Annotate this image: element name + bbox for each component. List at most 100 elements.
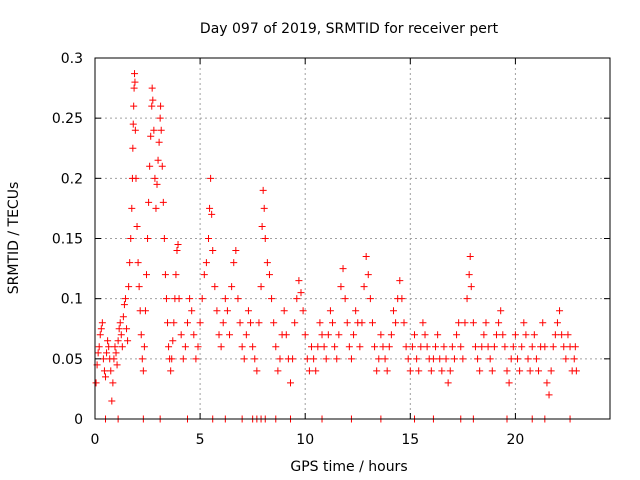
data-point (427, 367, 435, 375)
data-point (301, 331, 309, 339)
data-point (132, 174, 140, 182)
data-point (123, 325, 131, 333)
data-point (134, 259, 142, 267)
data-point (130, 102, 138, 110)
data-point (103, 349, 111, 357)
data-point (404, 355, 412, 363)
data-point (316, 319, 324, 327)
data-point (400, 319, 408, 327)
data-points (92, 70, 580, 423)
data-point (253, 367, 261, 375)
data-point (221, 295, 229, 303)
data-point (333, 355, 341, 363)
data-point (324, 331, 332, 339)
data-point (150, 126, 158, 134)
data-point (165, 343, 173, 351)
data-point (249, 343, 257, 351)
data-point (146, 162, 154, 170)
data-point (125, 283, 133, 291)
data-point (476, 367, 484, 375)
data-point (356, 343, 364, 351)
data-point (175, 295, 183, 303)
data-point (170, 319, 178, 327)
data-point (258, 222, 266, 230)
data-point (560, 343, 568, 351)
data-point (528, 343, 536, 351)
data-point (474, 355, 482, 363)
data-point (174, 241, 182, 249)
data-point (335, 331, 343, 339)
data-point (131, 78, 139, 86)
data-point (535, 367, 543, 375)
data-point (127, 235, 135, 242)
data-point (337, 283, 345, 291)
data-point (469, 319, 477, 327)
data-point (232, 247, 240, 255)
data-point (459, 355, 467, 363)
data-point (158, 162, 166, 170)
data-point (160, 235, 168, 242)
data-point (113, 361, 121, 369)
data-point (329, 319, 337, 327)
data-point (389, 307, 397, 315)
data-point (318, 331, 326, 339)
data-point (217, 343, 225, 351)
data-point (156, 114, 164, 122)
data-point (379, 343, 387, 351)
data-point (261, 235, 269, 242)
data-point (297, 289, 305, 297)
data-point (466, 253, 474, 261)
data-point (263, 259, 271, 267)
data-point (226, 331, 234, 339)
data-point (105, 343, 113, 351)
data-point (205, 235, 213, 242)
y-tick-label: 0.05 (52, 352, 83, 368)
data-point (240, 355, 248, 363)
data-point (308, 343, 316, 351)
data-point (406, 367, 414, 375)
data-point (286, 379, 294, 387)
data-point (186, 295, 194, 303)
data-point (198, 295, 206, 303)
data-point (247, 319, 255, 327)
data-point (117, 331, 125, 339)
data-point (207, 174, 215, 182)
data-point (488, 367, 496, 375)
data-point (467, 283, 475, 291)
data-point (371, 343, 379, 351)
data-point (312, 367, 320, 375)
data-point (130, 84, 138, 92)
data-point (432, 343, 440, 351)
data-point (133, 222, 141, 230)
data-point (522, 331, 530, 339)
data-point (138, 355, 146, 363)
data-point (520, 319, 528, 327)
x-axis-label: GPS time / hours (290, 459, 407, 475)
data-point (94, 349, 102, 357)
data-point (238, 343, 246, 351)
data-point (137, 331, 145, 339)
data-point (108, 397, 116, 405)
data-point (381, 355, 389, 363)
data-point (362, 253, 370, 261)
data-point (492, 331, 500, 339)
data-point (429, 355, 437, 363)
data-point (516, 367, 524, 375)
data-point (143, 271, 150, 279)
data-point (402, 343, 410, 351)
data-point (438, 367, 446, 375)
data-point (148, 84, 156, 92)
data-point (551, 331, 559, 339)
data-point (423, 343, 431, 351)
data-point (465, 271, 473, 279)
data-point (145, 198, 153, 206)
data-point (244, 307, 252, 315)
data-point (109, 379, 117, 387)
data-point (413, 355, 421, 363)
data-point (272, 343, 280, 351)
data-point (541, 343, 549, 351)
data-point (490, 343, 498, 351)
data-point (99, 355, 107, 363)
data-point (128, 204, 136, 212)
data-point (135, 283, 143, 291)
